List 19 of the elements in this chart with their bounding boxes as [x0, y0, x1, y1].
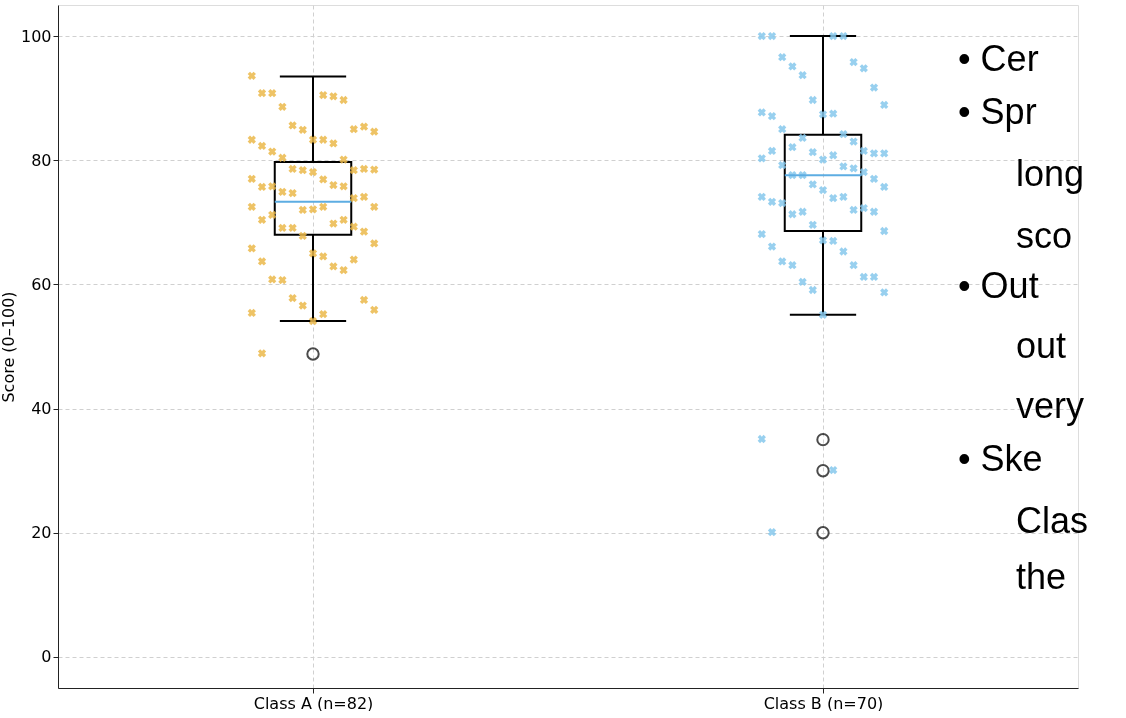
annotation: the	[1016, 556, 1067, 597]
y-tick-label: 20	[31, 523, 52, 543]
annotation: sco	[1016, 215, 1073, 256]
annotation: • Out	[958, 265, 1039, 306]
annotation: • Spr	[958, 91, 1037, 132]
y-tick-label: 100	[20, 26, 52, 46]
y-tick-label: 80	[31, 150, 52, 170]
x-tick-label: Class A (n=82)	[253, 693, 374, 713]
y-tick-label: 40	[31, 399, 52, 419]
annotation: • Cer	[958, 38, 1039, 79]
y-tick-label: 60	[31, 274, 52, 294]
annotation: Clas	[1016, 500, 1089, 541]
annotation: long	[1016, 153, 1085, 194]
y-axis-title: Score (0–100)	[0, 291, 18, 403]
annotation: very	[1016, 385, 1085, 426]
annotation: • Ske	[958, 438, 1043, 479]
y-tick-label: 0	[41, 647, 52, 667]
annotation: out	[1016, 325, 1067, 366]
x-tick-label: Class B (n=70)	[763, 693, 884, 713]
